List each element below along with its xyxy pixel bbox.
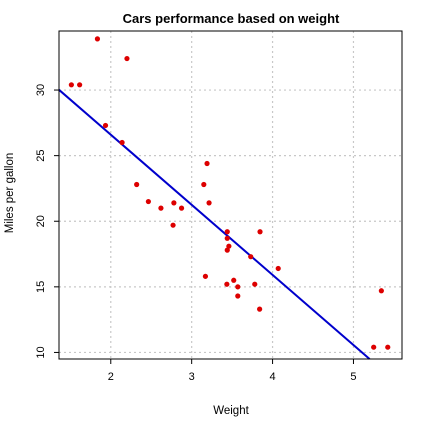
data-point bbox=[235, 284, 241, 290]
data-point bbox=[224, 281, 230, 287]
data-point bbox=[378, 288, 384, 294]
data-point bbox=[202, 273, 209, 279]
data-point bbox=[257, 229, 263, 235]
regression-line bbox=[58, 89, 371, 360]
data-point bbox=[224, 229, 230, 235]
x-tick-label: 2 bbox=[108, 371, 114, 383]
y-tick-label: 10 bbox=[35, 346, 47, 358]
data-point bbox=[231, 277, 237, 283]
data-point bbox=[224, 235, 230, 241]
data-point bbox=[171, 200, 177, 206]
data-point bbox=[94, 36, 101, 42]
data-point bbox=[170, 222, 176, 228]
chart-title: Cars performance based on weight bbox=[123, 11, 340, 26]
data-point bbox=[102, 122, 109, 129]
data-point bbox=[158, 205, 164, 211]
grid-lines bbox=[59, 31, 402, 359]
plot-frame bbox=[58, 30, 403, 360]
data-point bbox=[204, 160, 210, 167]
y-axis-ticks: 10 15 20 25 30 bbox=[35, 84, 59, 359]
x-axis-ticks: 2 3 4 5 bbox=[108, 359, 357, 383]
y-tick-label: 30 bbox=[35, 84, 47, 96]
data-point bbox=[119, 139, 125, 146]
data-point bbox=[178, 205, 185, 211]
y-tick-label: 20 bbox=[35, 215, 47, 227]
data-points bbox=[68, 36, 391, 350]
data-point bbox=[235, 293, 241, 299]
data-point bbox=[145, 198, 151, 205]
data-point bbox=[134, 181, 140, 188]
x-tick-label: 5 bbox=[350, 371, 356, 383]
data-point bbox=[248, 254, 254, 260]
x-axis-title: Weight bbox=[213, 405, 249, 417]
data-point bbox=[124, 55, 130, 62]
data-point bbox=[371, 344, 377, 350]
x-tick-label: 3 bbox=[189, 371, 195, 383]
x-tick-label: 4 bbox=[270, 371, 276, 383]
data-point bbox=[385, 344, 391, 350]
data-point bbox=[252, 281, 258, 287]
data-point bbox=[226, 243, 232, 249]
data-point bbox=[77, 82, 83, 88]
y-axis-title: Miles per gallon bbox=[4, 153, 16, 234]
y-tick-label: 25 bbox=[35, 150, 47, 162]
regression-line-group bbox=[58, 89, 371, 360]
data-point bbox=[224, 247, 230, 253]
data-point bbox=[275, 265, 281, 272]
data-point bbox=[68, 82, 74, 88]
data-point bbox=[201, 181, 207, 188]
data-point bbox=[257, 306, 263, 312]
data-point bbox=[206, 200, 212, 206]
y-tick-label: 15 bbox=[35, 281, 47, 293]
